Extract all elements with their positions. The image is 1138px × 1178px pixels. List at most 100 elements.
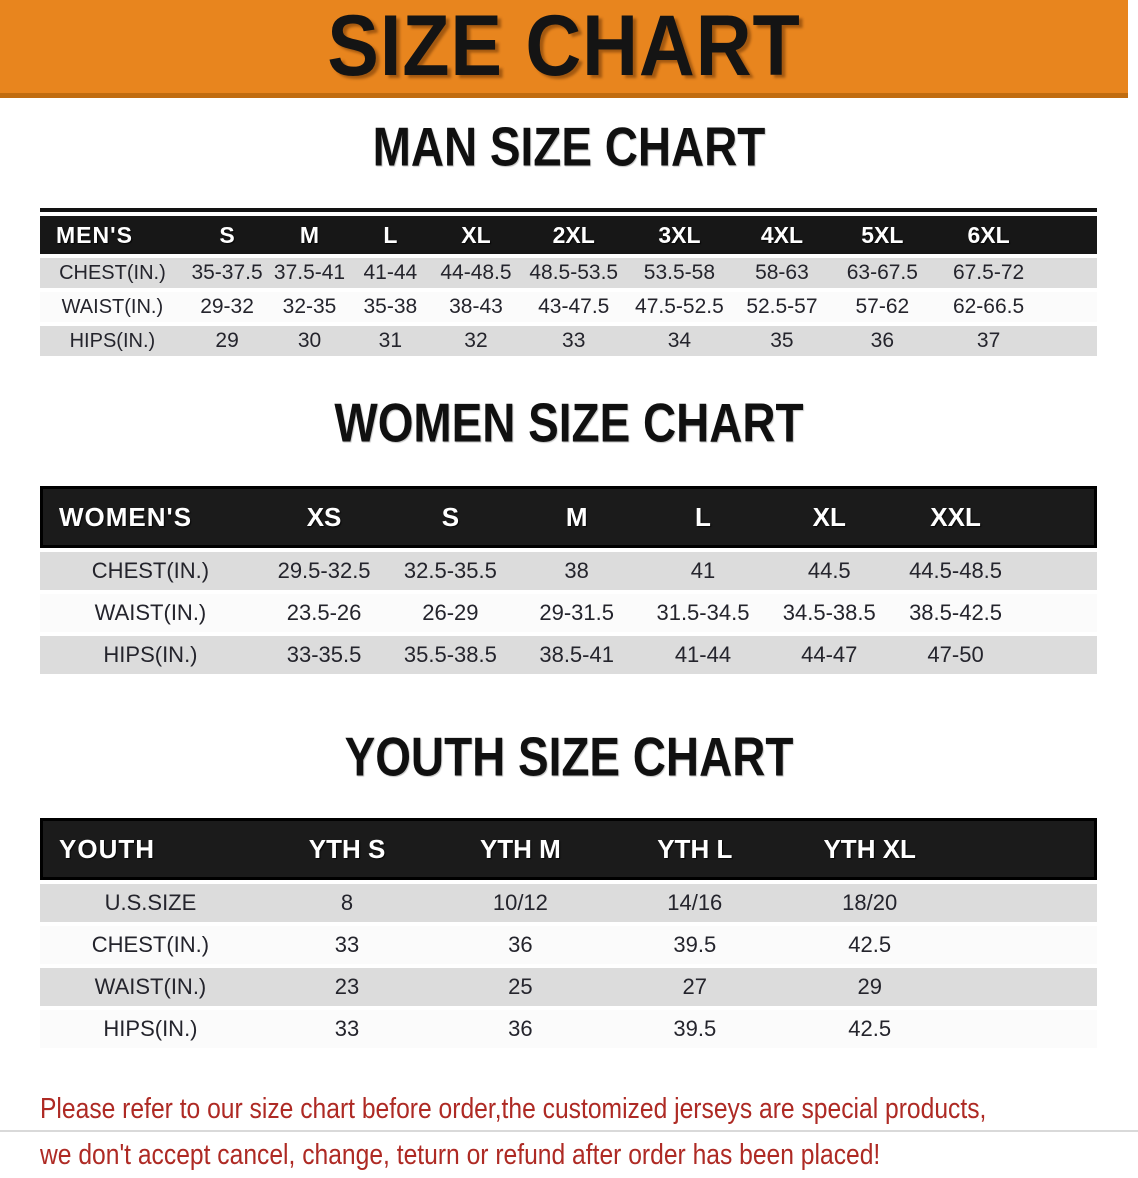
spacer-cell	[957, 884, 1097, 922]
size-value: 30	[269, 326, 350, 356]
row-label: CHEST(IN.)	[40, 552, 261, 590]
row-label: CHEST(IN.)	[40, 258, 185, 288]
table-row: WAIST(IN.) 23.5-26 26-29 29-31.5 31.5-34.5 34…	[40, 594, 1097, 632]
youth-section-title: YOUTH SIZE CHART	[0, 726, 1138, 798]
size-value: 36	[433, 926, 608, 964]
table-row: WAIST(IN.) 29-32 32-35 35-38 38-43 43-47.5 47.…	[40, 292, 1097, 322]
size-value: 41	[639, 552, 767, 590]
women-size-table: WOMEN'S XS S M L XL XXL CHEST(IN.) 29.5-32.5 32.5…	[40, 482, 1097, 678]
size-column-header: YTH M	[433, 818, 608, 880]
table-row: CHEST(IN.) 33 36 39.5 42.5	[40, 926, 1097, 964]
size-value: 41-44	[349, 258, 432, 288]
spacer-cell	[957, 926, 1097, 964]
row-label: CHEST(IN.)	[40, 926, 261, 964]
size-value: 32	[431, 326, 521, 356]
spacer-cell	[1044, 216, 1097, 254]
size-value: 62-66.5	[933, 292, 1045, 322]
table-header-row: MEN'S S M L XL 2XL 3XL 4XL 5XL 6XL	[40, 216, 1097, 254]
size-value: 33	[260, 1010, 434, 1048]
size-column-header: XL	[431, 216, 521, 254]
table-row: HIPS(IN.) 29 30 31 32 33 34 35 36 37	[40, 326, 1097, 356]
row-label: WAIST(IN.)	[40, 292, 185, 322]
size-value: 42.5	[781, 926, 958, 964]
size-column-header: 3XL	[626, 216, 733, 254]
size-column-header: S	[387, 486, 514, 548]
size-column-header: M	[513, 486, 640, 548]
size-value: 31.5-34.5	[639, 594, 767, 632]
size-value: 44-48.5	[431, 258, 521, 288]
size-value: 35.5-38.5	[387, 636, 514, 674]
size-value: 18/20	[781, 884, 958, 922]
size-value: 43-47.5	[520, 292, 627, 322]
spacer-cell	[957, 1010, 1097, 1048]
size-value: 26-29	[387, 594, 514, 632]
size-value: 39.5	[607, 926, 782, 964]
youth-size-table: YOUTH YTH S YTH M YTH L YTH XL U.S.SIZE 8 10/12…	[40, 814, 1097, 1052]
table-corner-label: MEN'S	[40, 216, 185, 254]
disclaimer-line-2: we don't accept cancel, change, teturn o…	[40, 1138, 881, 1171]
table-header-row: WOMEN'S XS S M L XL XXL	[40, 486, 1097, 548]
spacer-cell	[1018, 552, 1097, 590]
size-column-header: 5XL	[831, 216, 934, 254]
order-disclaimer: Please refer to our size chart before or…	[40, 1086, 1006, 1178]
table: MEN'S S M L XL 2XL 3XL 4XL 5XL 6XL CHEST(IN.) 35-37…	[40, 212, 1097, 360]
size-column-header: YTH S	[260, 818, 434, 880]
women-section-title-text: WOMEN SIZE CHART	[334, 392, 804, 454]
men-table-top-border	[40, 208, 1097, 212]
row-label: WAIST(IN.)	[40, 968, 261, 1006]
table-row: WAIST(IN.) 23 25 27 29	[40, 968, 1097, 1006]
table: YOUTH YTH S YTH M YTH L YTH XL U.S.SIZE 8 10/12…	[40, 814, 1097, 1052]
size-value: 8	[260, 884, 434, 922]
size-value: 36	[433, 1010, 608, 1048]
size-value: 14/16	[607, 884, 782, 922]
size-value: 37	[933, 326, 1045, 356]
man-section-title: MAN SIZE CHART	[0, 119, 1138, 188]
table-corner-label: WOMEN'S	[40, 486, 261, 548]
spacer-cell	[957, 818, 1097, 880]
row-label: HIPS(IN.)	[40, 1010, 261, 1048]
size-value: 32-35	[269, 292, 350, 322]
spacer-cell	[1044, 292, 1097, 322]
size-value: 57-62	[831, 292, 934, 322]
table-corner-label: YOUTH	[40, 818, 261, 880]
table-header-row: YOUTH YTH S YTH M YTH L YTH XL	[40, 818, 1097, 880]
size-value: 44-47	[766, 636, 893, 674]
size-value: 67.5-72	[933, 258, 1045, 288]
size-value: 29-31.5	[513, 594, 640, 632]
size-value: 63-67.5	[831, 258, 934, 288]
size-value: 10/12	[433, 884, 608, 922]
size-value: 35-37.5	[184, 258, 270, 288]
size-value: 38-43	[431, 292, 521, 322]
size-value: 23	[260, 968, 434, 1006]
size-value: 33	[520, 326, 627, 356]
size-value: 36	[831, 326, 934, 356]
size-value: 37.5-41	[269, 258, 350, 288]
spacer-cell	[1018, 486, 1097, 548]
size-value: 29	[781, 968, 958, 1006]
size-value: 38.5-41	[513, 636, 640, 674]
size-column-header: XXL	[892, 486, 1019, 548]
size-value: 29.5-32.5	[260, 552, 388, 590]
size-column-header: 4XL	[732, 216, 832, 254]
size-column-header: S	[184, 216, 270, 254]
size-value: 32.5-35.5	[387, 552, 514, 590]
youth-section-title-text: YOUTH SIZE CHART	[344, 726, 794, 788]
size-value: 33-35.5	[260, 636, 388, 674]
spacer-cell	[957, 968, 1097, 1006]
row-label: HIPS(IN.)	[40, 636, 261, 674]
size-value: 31	[349, 326, 432, 356]
banner-title: SIZE CHART	[327, 0, 801, 94]
size-value: 34	[626, 326, 733, 356]
size-value: 44.5-48.5	[892, 552, 1019, 590]
size-value: 44.5	[766, 552, 893, 590]
size-value: 35	[732, 326, 832, 356]
size-value: 52.5-57	[732, 292, 832, 322]
spacer-cell	[1018, 594, 1097, 632]
men-size-table: MEN'S S M L XL 2XL 3XL 4XL 5XL 6XL CHEST(IN.) 35-37…	[40, 212, 1097, 360]
table-row: HIPS(IN.) 33-35.5 35.5-38.5 38.5-41 41-44 44-…	[40, 636, 1097, 674]
size-column-header: M	[269, 216, 350, 254]
size-value: 41-44	[639, 636, 767, 674]
size-value: 29-32	[184, 292, 270, 322]
row-label: U.S.SIZE	[40, 884, 261, 922]
size-column-header: L	[639, 486, 767, 548]
